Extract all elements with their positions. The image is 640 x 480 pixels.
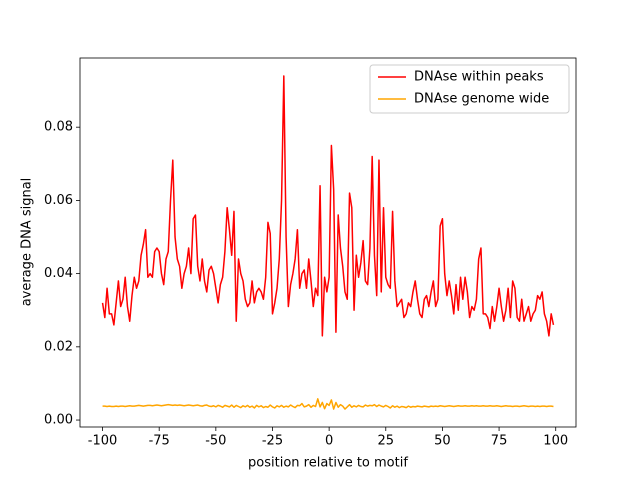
legend-box [369,64,570,114]
data-line [101,75,555,337]
x-tick-label: 75 [491,434,508,449]
y-tick-label: 0.04 [44,266,73,281]
axes-frame [79,57,577,428]
y-tick-label: 0.08 [44,120,73,135]
legend-label: DNAse within peaks [414,70,544,85]
x-tick-label: -100 [88,434,118,449]
x-tick-label: 100 [543,434,568,449]
x-tick-label: -50 [205,434,226,449]
data-line [102,398,554,410]
x-tick-label: -75 [149,434,170,449]
x-tick-label: 50 [434,434,451,449]
x-tick-label: -25 [262,434,283,449]
legend-label: DNAse genome wide [414,92,549,107]
x-axis-label: position relative to motif [248,456,408,471]
y-axis-label: average DNA signal [20,178,35,307]
y-tick-label: 0.06 [44,193,73,208]
y-tick-label: 0.00 [44,413,73,428]
x-tick-label: 0 [325,434,333,449]
x-tick-label: 25 [378,434,395,449]
y-tick-label: 0.02 [44,339,73,354]
